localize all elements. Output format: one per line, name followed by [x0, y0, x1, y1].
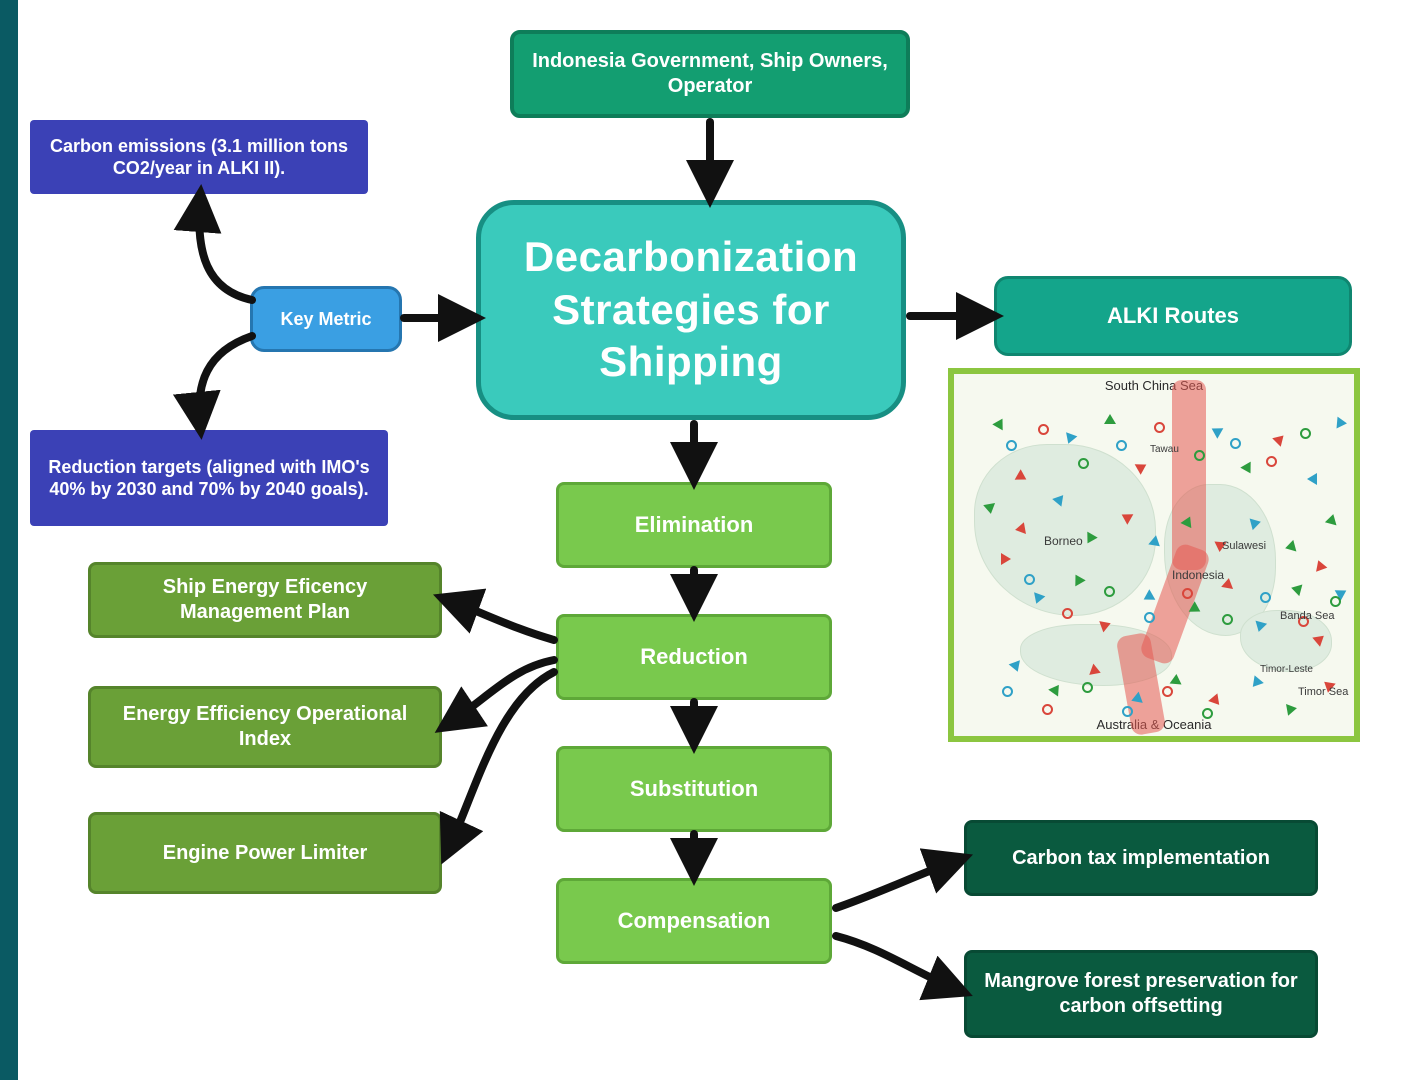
- map-marker-tri: [1284, 540, 1297, 554]
- map-marker-tri: [1313, 558, 1328, 572]
- map-marker-tri: [1290, 582, 1303, 596]
- map-marker-tri: [1014, 522, 1026, 536]
- node-label: Carbon emissions (3.1 million tons CO2/y…: [44, 135, 354, 180]
- diagram-canvas: Indonesia Government, Ship Owners, Opera…: [0, 0, 1426, 1080]
- map-marker-tri: [1336, 417, 1347, 430]
- map-marker-dot: [1162, 686, 1173, 697]
- node-label: Elimination: [635, 511, 754, 539]
- node-comp-mangrove: Mangrove forest preservation for carbon …: [964, 950, 1318, 1038]
- map-marker-tri: [1104, 414, 1116, 424]
- map-marker-dot: [1230, 438, 1241, 449]
- map-marker-tri: [1240, 462, 1255, 477]
- node-label: Decarbonization Strategies for Shipping: [495, 231, 887, 389]
- node-alki-routes: ALKI Routes: [994, 276, 1352, 356]
- node-label: Reduction targets (aligned with IMO's 40…: [44, 456, 374, 501]
- node-label: Mangrove forest preservation for carbon …: [981, 969, 1301, 1019]
- map-marker-tri: [1248, 675, 1264, 690]
- node-compensation: Compensation: [556, 878, 832, 964]
- arrow-red_to_epl: [448, 672, 554, 850]
- map-marker-dot: [1082, 682, 1093, 693]
- node-reduction-epl: Engine Power Limiter: [88, 812, 442, 894]
- node-label: Engine Power Limiter: [163, 841, 367, 866]
- node-key-metric: Key Metric: [250, 286, 402, 352]
- node-stakeholders: Indonesia Government, Ship Owners, Opera…: [510, 30, 910, 118]
- map-marker-dot: [1042, 704, 1053, 715]
- map-marker-tri: [1048, 681, 1064, 696]
- node-metric-emissions: Carbon emissions (3.1 million tons CO2/y…: [30, 120, 368, 194]
- map-marker-dot: [1182, 588, 1193, 599]
- map-marker-dot: [1002, 686, 1013, 697]
- node-label: Energy Efficiency Operational Index: [105, 702, 425, 752]
- node-central: Decarbonization Strategies for Shipping: [476, 200, 906, 420]
- map-marker-tri: [1009, 660, 1024, 674]
- node-label: Key Metric: [280, 308, 371, 331]
- node-reduction-eeoi: Energy Efficiency Operational Index: [88, 686, 442, 768]
- map-interior-label: Timor-Leste: [1260, 664, 1313, 675]
- map-marker-dot: [1006, 440, 1017, 451]
- map-marker-dot: [1194, 450, 1205, 461]
- map-marker-dot: [1122, 706, 1133, 717]
- map-land: [974, 444, 1156, 616]
- map-interior-label: Timor Sea: [1298, 686, 1348, 698]
- map-marker-tri: [1272, 431, 1288, 447]
- map-marker-dot: [1038, 424, 1049, 435]
- left-stripe: [0, 0, 18, 1080]
- node-label: ALKI Routes: [1107, 302, 1239, 330]
- map-marker-dot: [1266, 456, 1277, 467]
- map-interior-label: Banda Sea: [1280, 610, 1334, 622]
- map-marker-tri: [1001, 553, 1011, 565]
- map-marker-dot: [1300, 428, 1311, 439]
- node-substitution: Substitution: [556, 746, 832, 832]
- node-metric-targets: Reduction targets (aligned with IMO's 40…: [30, 430, 388, 526]
- map-marker-tri: [1307, 473, 1317, 485]
- map-marker-dot: [1330, 596, 1341, 607]
- map-marker-tri: [1286, 702, 1298, 716]
- map-marker-tri: [983, 503, 997, 515]
- arrow-km_to_emissions: [199, 200, 252, 300]
- map-marker-tri: [1209, 423, 1224, 438]
- map-marker-tri: [1208, 693, 1224, 708]
- map-marker-dot: [1144, 612, 1155, 623]
- map-marker-dot: [1078, 458, 1089, 469]
- map-interior-label: Borneo: [1044, 534, 1083, 548]
- arrow-comp_to_mangrove: [836, 936, 958, 990]
- map-marker-tri: [992, 416, 1007, 431]
- map-marker-dot: [1202, 708, 1213, 719]
- map-marker-tri: [1135, 459, 1150, 474]
- node-label: Indonesia Government, Ship Owners, Opera…: [528, 49, 892, 99]
- map-marker-dot: [1062, 608, 1073, 619]
- node-comp-tax: Carbon tax implementation: [964, 820, 1318, 896]
- map-interior-label: Tawau: [1150, 444, 1179, 455]
- map-marker-dot: [1116, 440, 1127, 451]
- map-interior-label: Indonesia: [1172, 568, 1224, 582]
- map-marker-tri: [1325, 513, 1339, 526]
- map-inner: South China Sea Australia & Oceania Born…: [954, 374, 1354, 736]
- node-label: Compensation: [618, 907, 771, 935]
- arrow-km_to_targets: [199, 336, 252, 424]
- map-interior-label: Sulawesi: [1222, 540, 1266, 552]
- node-elimination: Elimination: [556, 482, 832, 568]
- arrow-red_to_semp: [448, 600, 554, 640]
- map-route-segment: [1172, 380, 1206, 570]
- node-label: Ship Energy Eficency Management Plan: [105, 575, 425, 625]
- map-marker-tri: [1170, 673, 1183, 684]
- node-label: Carbon tax implementation: [1012, 846, 1270, 871]
- arrow-red_to_eeoi: [448, 660, 554, 724]
- node-label: Reduction: [640, 643, 748, 671]
- map-marker-dot: [1104, 586, 1115, 597]
- map-marker-dot: [1154, 422, 1165, 433]
- map-marker-dot: [1260, 592, 1271, 603]
- node-reduction-semp: Ship Energy Eficency Management Plan: [88, 562, 442, 638]
- arrow-comp_to_tax: [836, 860, 958, 908]
- map-marker-dot: [1024, 574, 1035, 585]
- map-marker-tri: [1141, 589, 1156, 604]
- map-panel: South China Sea Australia & Oceania Born…: [948, 368, 1360, 742]
- node-reduction: Reduction: [556, 614, 832, 700]
- map-top-label: South China Sea: [954, 378, 1354, 393]
- map-marker-dot: [1222, 614, 1233, 625]
- node-label: Substitution: [630, 775, 758, 803]
